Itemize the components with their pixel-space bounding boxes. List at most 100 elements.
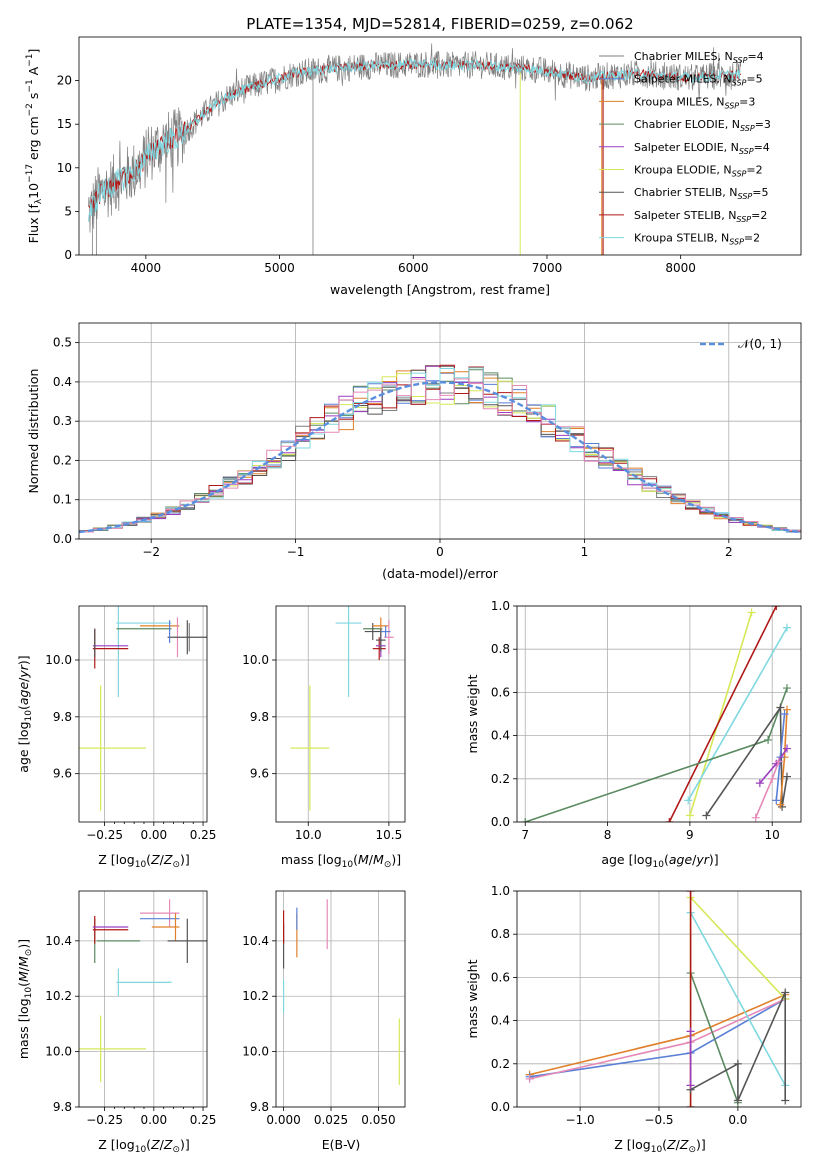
residual-ylabel: Normed distribution: [26, 369, 41, 494]
y-tick-label: 10.2: [242, 989, 269, 1003]
legend-label-count: =4: [754, 141, 770, 154]
x-tick-label: 7000: [532, 261, 563, 275]
residual-legend: 𝒩(0, 1): [700, 337, 782, 351]
legend-label-sub: SSP: [738, 192, 753, 201]
x-tick-label: 9: [686, 828, 694, 842]
axes-frame: [78, 605, 208, 823]
weight-marker: [768, 774, 777, 783]
weight-marker: [772, 796, 781, 805]
weight-marker: [686, 1027, 695, 1036]
x-tick-label: 8000: [665, 261, 696, 275]
y-tick-label: 15: [57, 117, 72, 131]
mass-vs-metallicity-panel: −0.25 0.00 0.25 9.8 10.0 10.2 10.4: [45, 890, 217, 1127]
y-tick-label: 9.8: [250, 710, 269, 724]
age-vs-mass-panel: 10.0 10.5 9.6 9.8 10.0: [242, 605, 406, 842]
x-tick-label: 2: [725, 545, 733, 559]
y-tick-label: 0.4: [53, 375, 72, 389]
legend-label-sub: SSP: [729, 238, 744, 247]
y-tick-label: 0.4: [491, 729, 510, 743]
y-tick-label: 10: [57, 161, 72, 175]
wZ-ylabel: mass weight: [465, 959, 480, 1038]
model-spectrum: [87, 58, 741, 222]
y-tick-label: 0.2: [491, 772, 510, 786]
weight-marker: [783, 744, 792, 753]
x-tick-label: 0.025: [314, 1113, 348, 1127]
x-tick-label: 0.25: [190, 1113, 217, 1127]
weight-marker: [686, 1081, 695, 1090]
legend-label-count: =3: [755, 118, 771, 131]
x-tick-label: 8: [604, 828, 612, 842]
histogram-step: [79, 378, 801, 533]
weight-marker: [733, 1096, 742, 1105]
x-tick-label: 7: [521, 828, 529, 842]
legend-label-text: Chabrier ELODIE, N: [634, 118, 740, 131]
legend-label-text: Salpeter STELIB, N: [634, 209, 736, 222]
y-tick-label: 9.6: [53, 767, 72, 781]
y-tick-label: 0.8: [491, 642, 510, 656]
weight-marker: [684, 796, 693, 805]
mE-xlabel: E(B-V): [322, 1137, 361, 1152]
legend-label: Chabrier STELIB, NSSP=5: [634, 186, 768, 201]
legend-label: Kroupa MILES, NSSP=3: [634, 95, 755, 110]
y-tick-label: 9.6: [250, 767, 269, 781]
legend-label-count: =3: [739, 95, 755, 108]
axes-frame: [78, 890, 208, 1108]
weight-marker: [686, 1103, 695, 1107]
axes-frame: [275, 890, 406, 1108]
x-tick-label: −1.0: [566, 1113, 595, 1127]
x-tick-label: 10.5: [376, 828, 403, 842]
legend-label-text: Salpeter ELODIE, N: [634, 141, 739, 154]
x-tick-label: −0.5: [644, 1113, 673, 1127]
legend-label-text: Chabrier MILES, N: [634, 50, 733, 63]
axes-frame: [516, 605, 802, 823]
x-tick-label: 0: [436, 545, 444, 559]
weight-line: [689, 612, 753, 816]
x-tick-label: −0.25: [86, 1113, 123, 1127]
weight-marker: [685, 811, 694, 820]
spectrum-series: [87, 43, 742, 255]
legend-label-sub: SSP: [732, 170, 747, 179]
weight-line: [687, 627, 788, 801]
legend-label: Chabrier MILES, NSSP=4: [634, 50, 764, 65]
weight-marker: [665, 818, 674, 822]
plot-area: [282, 899, 400, 1085]
legend-label-count: =2: [746, 164, 762, 177]
legend-label-count: =2: [744, 232, 760, 245]
weight-marker: [702, 811, 711, 820]
legend-label-sub: SSP: [736, 215, 751, 224]
x-tick-label: 0.0: [728, 1113, 747, 1127]
legend-label: Chabrier ELODIE, NSSP=3: [634, 118, 771, 133]
y-tick-label: 0.0: [491, 815, 510, 829]
y-tick-label: 10.0: [242, 653, 269, 667]
x-tick-label: −0.25: [86, 828, 123, 842]
weight-marker: [755, 779, 764, 788]
legend-label-text: Kroupa STELIB, N: [634, 232, 729, 245]
x-tick-label: 10: [765, 828, 780, 842]
legend-label-text: Kroupa ELODIE, N: [634, 164, 732, 177]
data-spectrum: [88, 43, 742, 233]
legend-label-sub: SSP: [724, 101, 739, 110]
mass-vs-ebv-panel: 0.000 0.025 0.050 9.8 10.0 10.2 10.4: [242, 890, 406, 1127]
weight-marker: [783, 772, 792, 781]
legend-label-count: =4: [747, 50, 763, 63]
weight-marker: [521, 818, 530, 822]
legend-label-sub: SSP: [733, 56, 748, 65]
mZ-ylabel: mass [log10(M/M⊙)]: [16, 939, 34, 1059]
y-tick-label: 1.0: [491, 599, 510, 613]
normal-curve: [78, 381, 802, 534]
plot-area: [79, 899, 207, 1083]
x-tick-label: −1: [287, 545, 305, 559]
y-tick-label: 20: [57, 74, 72, 88]
wAge-xlabel: age [log10(age/yr)]: [601, 852, 718, 870]
weight-marker: [747, 608, 756, 617]
y-tick-label: 0.3: [53, 414, 72, 428]
weight-line: [668, 606, 778, 822]
y-tick-label: 5: [64, 204, 72, 218]
y-tick-label: 9.8: [53, 1100, 72, 1114]
y-tick-label: 0.2: [491, 1057, 510, 1071]
legend-label-sub: SSP: [740, 124, 755, 133]
spectrum-ylabel-main: Flux [f: [26, 204, 41, 244]
legend-label-text: Kroupa MILES, N: [634, 95, 724, 108]
spectrum-lines: [87, 43, 742, 255]
x-tick-label: 0.050: [361, 1113, 395, 1127]
